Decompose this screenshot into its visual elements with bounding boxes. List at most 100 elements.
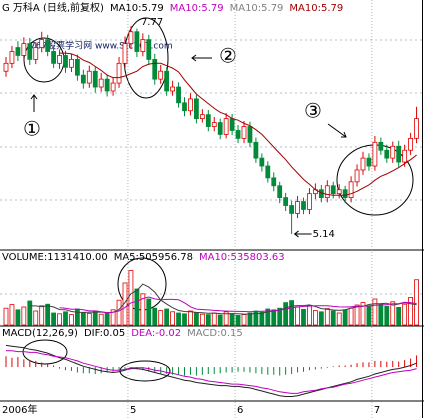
- volume-bar: [134, 288, 140, 326]
- candle-body: [15, 47, 21, 56]
- volume-bar: [39, 305, 45, 326]
- ma-line: [59, 52, 417, 196]
- volume-bar: [330, 310, 336, 326]
- volume-bar: [277, 307, 283, 326]
- indicator-label: DEA:-0.02: [131, 328, 181, 339]
- macd-line: [6, 350, 417, 394]
- indicator-label: DIF:0.05: [84, 328, 125, 339]
- candle-body: [229, 118, 235, 131]
- candle-body: [116, 62, 122, 84]
- volume-bar: [223, 311, 229, 326]
- volume-bar: [69, 314, 74, 326]
- candle-body: [3, 62, 9, 72]
- candle-body: [80, 74, 86, 84]
- volume-bar: [414, 279, 419, 326]
- volume-bar: [193, 312, 199, 326]
- candle-body: [75, 58, 80, 76]
- candle-body: [176, 86, 181, 104]
- candle-body: [295, 201, 300, 214]
- volume-bar: [33, 310, 39, 326]
- candle-body: [217, 122, 223, 135]
- volume-bar: [152, 307, 158, 326]
- candle-body: [128, 31, 134, 44]
- candle-body: [265, 165, 271, 179]
- volume-bar: [170, 311, 176, 326]
- candle-body: [193, 98, 199, 120]
- candle-body: [122, 43, 128, 64]
- candle-body: [33, 47, 39, 60]
- candle-body: [45, 39, 51, 52]
- volume-bar: [164, 308, 170, 326]
- indicator-label: MA10:5.79: [110, 3, 164, 14]
- candle-body: [259, 157, 265, 167]
- volume-bar: [229, 313, 235, 326]
- volume-bar: [342, 309, 348, 326]
- volume-bar: [301, 308, 306, 326]
- candle-body: [9, 51, 15, 64]
- volume-bar: [110, 309, 116, 326]
- candle-body: [223, 118, 229, 135]
- candle-body: [289, 205, 295, 214]
- annotation: ①: [23, 117, 41, 141]
- arrow: [30, 94, 38, 112]
- candle-body: [324, 185, 330, 199]
- volume-bar: [247, 312, 253, 326]
- candle-body: [51, 51, 56, 64]
- candle-body: [152, 58, 158, 80]
- volume-ma-line: [59, 296, 417, 314]
- candle-body: [92, 70, 98, 88]
- volume-bar: [205, 314, 211, 326]
- indicator-label: MA10:535803.63: [199, 252, 285, 263]
- volume-bar: [3, 307, 9, 326]
- volume-bar: [360, 302, 366, 326]
- volume-bar: [21, 306, 27, 326]
- volume-bar: [390, 301, 396, 326]
- candle-body: [164, 70, 170, 92]
- volume-bar: [259, 311, 265, 326]
- candle-body: [27, 43, 33, 60]
- volume-bar: [402, 303, 408, 326]
- candle-body: [39, 39, 45, 48]
- candle-body: [69, 58, 74, 68]
- candle-body: [372, 141, 378, 167]
- candle-body: [253, 141, 259, 159]
- x-tick-label: 2006年: [2, 403, 37, 416]
- candle-body: [330, 185, 336, 195]
- arrow: [327, 123, 347, 138]
- volume-bar: [271, 309, 277, 326]
- candle-body: [182, 102, 187, 112]
- candle-body: [354, 169, 360, 183]
- indicator-label: VOLUME:1131410.00: [2, 252, 108, 263]
- volume-bar: [140, 293, 146, 326]
- volume-bar: [92, 310, 98, 326]
- annotation: ②: [219, 44, 237, 68]
- candle-body: [247, 126, 253, 143]
- volume-bar: [86, 312, 92, 326]
- candle-body: [199, 114, 205, 120]
- candle-body: [57, 55, 62, 64]
- chart-title: G 万科A (日线,前复权): [2, 1, 104, 14]
- candle-body: [396, 145, 402, 163]
- volume-bar: [211, 312, 217, 326]
- volume-bar: [128, 270, 134, 326]
- volume-bar: [199, 313, 205, 326]
- candle-body: [158, 70, 164, 80]
- volume-bar: [295, 306, 300, 326]
- volume-bar: [283, 302, 289, 326]
- candle-body: [188, 98, 193, 112]
- volume-bar: [188, 310, 193, 326]
- volume-bar: [182, 313, 187, 326]
- volume-bar: [307, 305, 312, 326]
- x-tick-label: 5: [130, 405, 136, 416]
- candle-body: [98, 78, 104, 88]
- candle-body: [271, 177, 277, 187]
- volume-bar: [378, 303, 384, 326]
- volume-bar: [98, 313, 104, 326]
- annotation: 5.14: [313, 229, 335, 240]
- candle-body: [86, 70, 92, 84]
- candle-body: [307, 193, 312, 210]
- candle-body: [63, 55, 68, 68]
- arrow: [293, 230, 312, 238]
